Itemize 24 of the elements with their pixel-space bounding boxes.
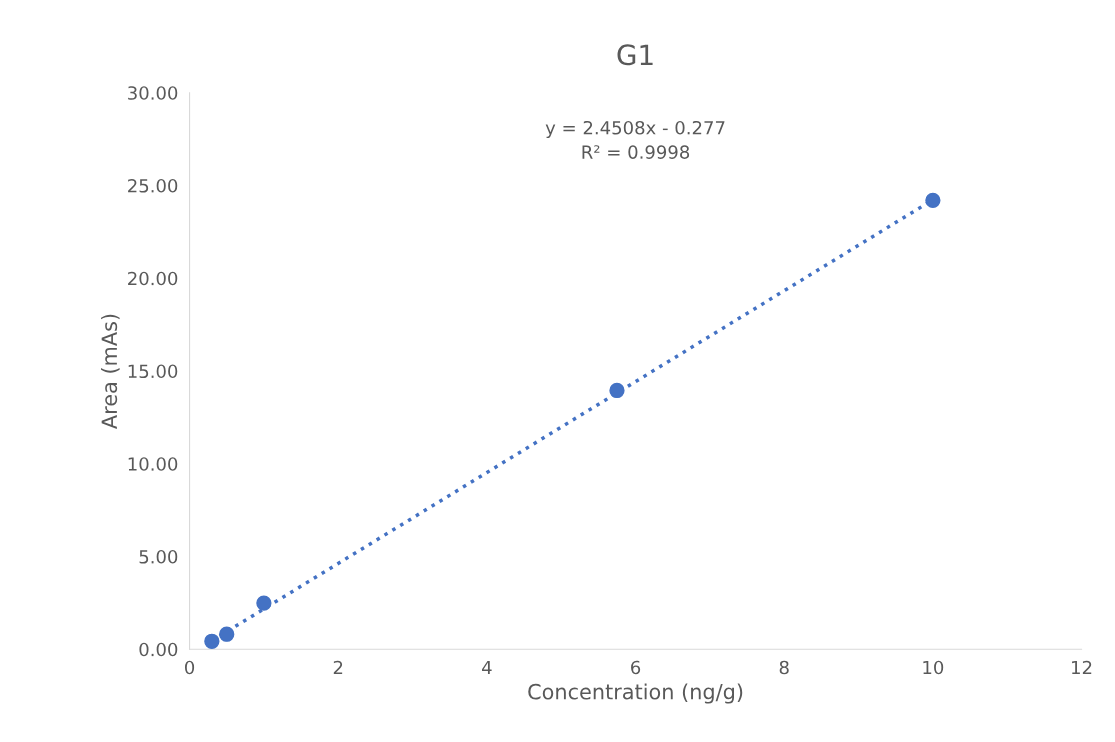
- y-tick-label: 25.00: [128, 178, 178, 193]
- y-tick-label: 20.00: [128, 271, 178, 286]
- y-tick-label: 5.00: [139, 549, 178, 564]
- x-tick-label: 2: [333, 660, 343, 675]
- annotation: R² = 0.9998: [582, 145, 690, 159]
- x-tick-label: 8: [779, 660, 789, 675]
- y-tick-label: 10.00: [128, 457, 178, 471]
- x-tick-label: 0: [185, 660, 195, 675]
- chart-title: G1: [617, 44, 653, 66]
- x-tick-label: 10: [923, 660, 944, 675]
- point: [219, 626, 235, 642]
- y-axis-title: Area (mAs): [101, 314, 120, 429]
- x-tick-label: 6: [631, 660, 641, 675]
- y-tick-label: 0.00: [139, 642, 178, 657]
- point: [609, 382, 625, 399]
- point: [256, 595, 272, 611]
- point: [925, 192, 941, 208]
- y-tick-label: 15.00: [128, 364, 178, 379]
- annotation: y = 2.4508x - 0.277: [545, 120, 725, 139]
- x-tick-label: 12: [1072, 660, 1092, 675]
- point: [204, 633, 220, 649]
- y-tick-label: 30.00: [128, 86, 178, 100]
- x-tick-label: 4: [482, 660, 492, 675]
- x-axis-title: Concentration (ng/g): [528, 683, 743, 704]
